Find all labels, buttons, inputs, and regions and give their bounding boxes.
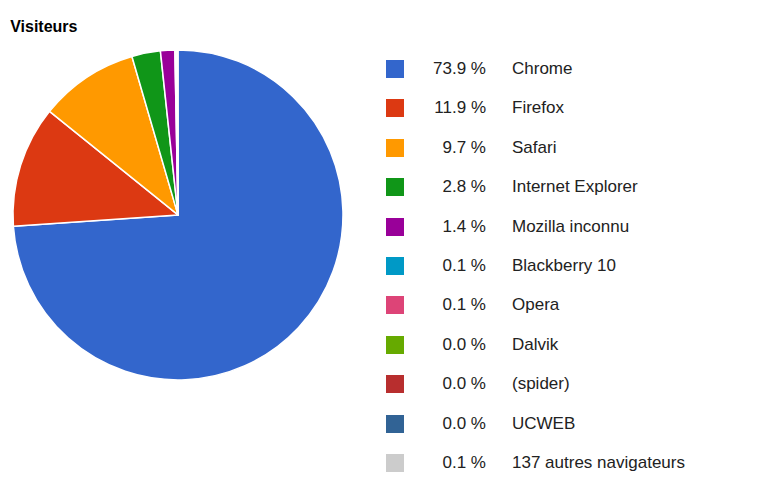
html-text:0.0 %: 0.0 %: [442, 413, 486, 433]
html-text:Safari: Safari: [512, 137, 557, 157]
html-text:Mozilla inconnu: Mozilla inconnu: [512, 216, 630, 236]
html-text:Internet Explorer: Internet Explorer: [512, 177, 638, 197]
html-text:11.9 %: 11.9 %: [434, 98, 486, 118]
html-text:0.0 %: 0.0 %: [442, 374, 486, 394]
svg-text:Visiteurs: Visiteurs: [10, 18, 77, 35]
html-text:Opera: Opera: [512, 295, 560, 315]
html-text:137 autres navigateurs: 137 autres navigateurs: [512, 452, 685, 472]
html-text:0.1 %: 0.1 %: [442, 295, 486, 315]
html-text:Firefox: Firefox: [512, 98, 564, 118]
html-text:2.8 %: 2.8 %: [442, 177, 486, 197]
html-text:Dalvik: Dalvik: [512, 334, 559, 354]
html-text:UCWEB: UCWEB: [512, 413, 576, 433]
html-text:73.9 %: 73.9 %: [433, 59, 486, 78]
html-text:0.1 %: 0.1 %: [442, 256, 486, 275]
html-text:Chrome: Chrome: [512, 59, 573, 78]
html-text:9.7 %: 9.7 %: [442, 137, 486, 157]
html-text:0.0 %: 0.0 %: [442, 334, 486, 354]
html-text:Blackberry 10: Blackberry 10: [512, 256, 616, 275]
html-text:0.1 %: 0.1 %: [442, 452, 486, 472]
html-text:1.4 %: 1.4 %: [442, 216, 486, 236]
html-text:(spider): (spider): [512, 374, 570, 394]
